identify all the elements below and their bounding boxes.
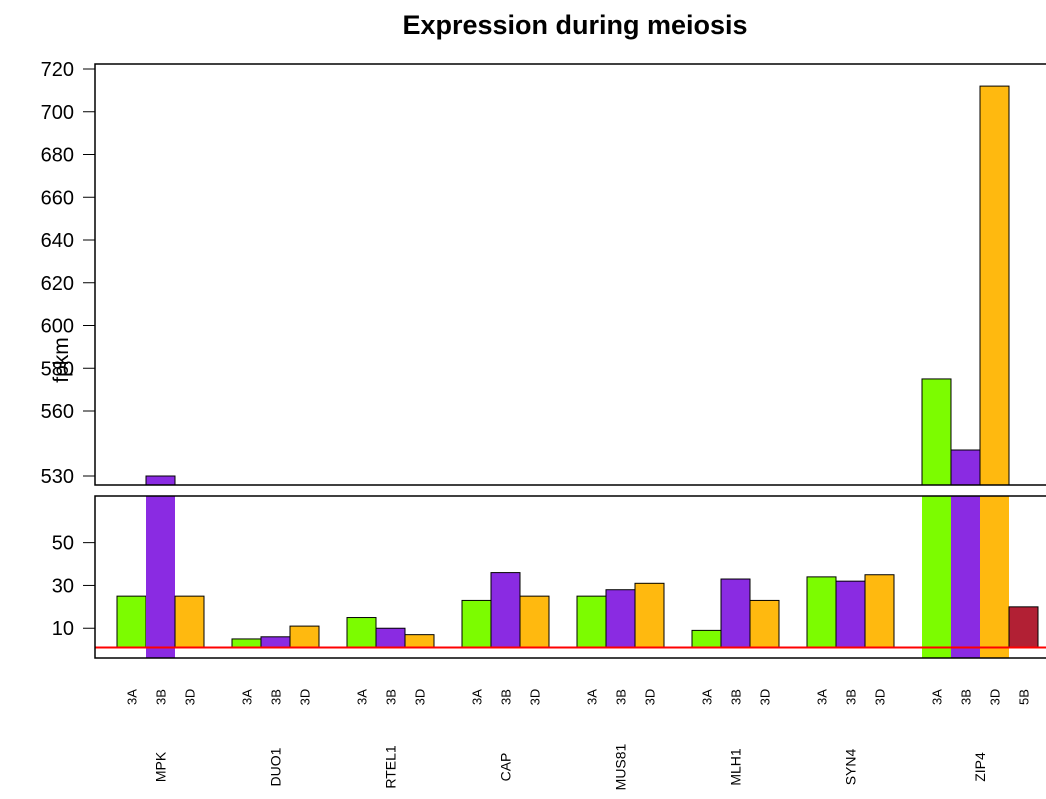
y-tick-label: 620 xyxy=(41,273,74,295)
panel-frames xyxy=(94,63,1046,659)
gene-label: MPK xyxy=(153,751,169,782)
bar-label: 3B xyxy=(729,689,744,705)
bar-label: 3B xyxy=(269,689,284,705)
lower-panel-frame xyxy=(94,495,1046,659)
bar-lower-part xyxy=(951,496,980,658)
bar xyxy=(375,627,406,648)
bar xyxy=(174,595,205,649)
y-tick-label: 660 xyxy=(41,187,74,209)
bar xyxy=(490,572,521,648)
bar xyxy=(576,595,607,649)
y-tick-label: 700 xyxy=(41,102,74,124)
bar-label: 3A xyxy=(355,689,370,705)
chart-title: Expression during meiosis xyxy=(402,10,747,40)
bar-label: 3A xyxy=(470,689,485,705)
bar xyxy=(289,625,320,648)
bar-label: 3A xyxy=(815,689,830,705)
y-tick-label: 680 xyxy=(41,145,74,167)
bar-label: 3D xyxy=(758,689,773,706)
y-axis-label: fpkm xyxy=(50,337,73,383)
y-tick-label: 720 xyxy=(41,59,74,81)
bar-label: 3B xyxy=(499,689,514,705)
upper-panel-frame xyxy=(94,63,1046,486)
bar-label: 3D xyxy=(528,689,543,706)
x-axis-labels: 3A 3B 3D MPK 3A 3B 3D DUO1 3A 3B 3D RTEL1 3A 3B 3D CAP 3… xyxy=(125,689,1032,791)
bar-label: 3B xyxy=(959,689,974,705)
bars-layer xyxy=(116,85,1039,658)
y-tick-label: 600 xyxy=(41,316,74,338)
bar-upper-part xyxy=(921,378,952,486)
bar-label: 3A xyxy=(585,689,600,705)
bar-lower-part xyxy=(922,496,951,658)
bar-label: 3B xyxy=(614,689,629,705)
bar-upper-part xyxy=(145,475,176,486)
gene-label: DUO1 xyxy=(268,747,284,786)
bar xyxy=(231,638,262,649)
y-tick-label: 560 xyxy=(41,401,74,423)
y-tick-label: 10 xyxy=(52,618,74,640)
bar xyxy=(346,617,377,648)
gene-label: RTEL1 xyxy=(383,745,399,789)
bar-label: 3A xyxy=(240,689,255,705)
y-tick-label: 50 xyxy=(52,533,74,555)
bar xyxy=(749,599,780,648)
bar-upper-part xyxy=(950,449,981,486)
gene-label: MLH1 xyxy=(728,748,744,786)
gene-label: MUS81 xyxy=(613,743,629,790)
bar xyxy=(1008,606,1039,649)
y-tick-label: 530 xyxy=(41,466,74,488)
bar xyxy=(461,599,492,648)
y-axis: 530 560 580 600 620 640 660 680 700 720 10 30 50 xyxy=(41,59,95,640)
gene-label: CAP xyxy=(498,753,514,782)
bar xyxy=(116,595,147,649)
bar-label: 5B xyxy=(1017,689,1032,705)
gene-label: ZIP4 xyxy=(972,752,988,782)
y-tick-label: 580 xyxy=(41,358,74,380)
bar-label: 3B xyxy=(154,689,169,705)
bar xyxy=(634,582,665,648)
bar xyxy=(835,580,866,648)
bar xyxy=(806,576,837,649)
y-tick-label: 30 xyxy=(52,575,74,597)
bar xyxy=(519,595,550,649)
bar-label: 3D xyxy=(298,689,313,706)
bar-label: 3D xyxy=(873,689,888,706)
bar xyxy=(720,578,751,649)
bar xyxy=(260,636,291,648)
y-tick-label: 640 xyxy=(41,230,74,252)
bar-lower-part xyxy=(146,496,175,658)
bar xyxy=(864,574,895,648)
gene-label: SYN4 xyxy=(843,749,859,786)
bar-upper-part xyxy=(979,85,1010,486)
bar xyxy=(605,589,636,648)
bar-label: 3A xyxy=(125,689,140,705)
bar-label: 3B xyxy=(384,689,399,705)
bar-lower-part xyxy=(980,496,1009,658)
bar-label: 3D xyxy=(183,689,198,706)
bar-label: 3D xyxy=(643,689,658,706)
bar xyxy=(691,629,722,649)
bar-label: 3D xyxy=(988,689,1003,706)
bar xyxy=(404,634,435,648)
bar-label: 3B xyxy=(844,689,859,705)
bar-label: 3A xyxy=(700,689,715,705)
bar-label: 3D xyxy=(413,689,428,706)
bar-label: 3A xyxy=(930,689,945,705)
